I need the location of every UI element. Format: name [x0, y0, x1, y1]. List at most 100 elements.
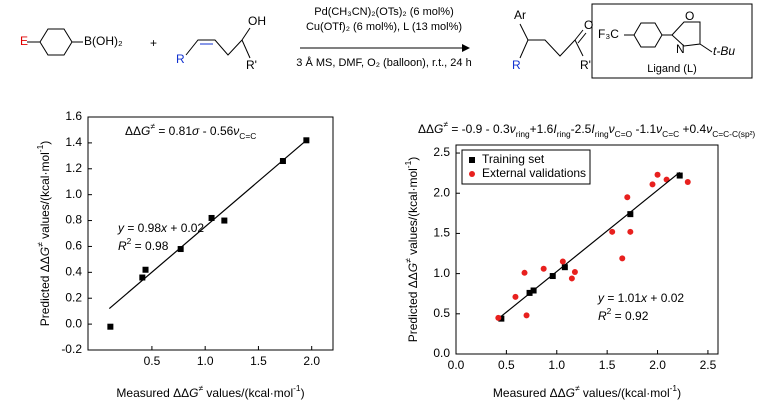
point — [221, 217, 228, 224]
point — [684, 178, 691, 185]
text-part: ≠ — [35, 242, 45, 247]
x-axis-label: Measured ΔΔG≠ values/(kcal·mol-1) — [116, 383, 304, 400]
tert-butyl: t-Bu — [713, 44, 735, 58]
annotation: y = 0.98x + 0.02 — [117, 221, 204, 235]
point — [549, 273, 556, 280]
legend-label: External validations — [482, 166, 586, 180]
y-tick-label: -0.2 — [61, 342, 82, 356]
annotation: y = 1.01x + 0.02 — [597, 291, 684, 305]
point — [619, 255, 626, 262]
text-part: Measured ΔΔ — [493, 386, 566, 400]
plot-frame — [87, 116, 334, 351]
y-tick-label: 0.8 — [65, 213, 82, 227]
chain — [519, 23, 529, 59]
point — [208, 214, 215, 221]
point — [627, 211, 634, 218]
nitrogen: N — [676, 42, 685, 56]
fit-line — [108, 139, 307, 310]
text-part: 2 — [127, 236, 132, 246]
substituent: E — [20, 34, 28, 48]
text-part: values/(kcal·mol — [580, 386, 670, 400]
point — [512, 293, 519, 300]
text-part: values/(kcal·mol — [38, 152, 52, 242]
plus: + — [150, 36, 157, 50]
text-part: ) — [38, 141, 52, 145]
text-part: ) — [301, 386, 305, 400]
text-part: = 0.81 — [155, 124, 192, 138]
point — [561, 264, 568, 271]
point — [498, 315, 505, 322]
x-tick-label: 1.5 — [250, 354, 267, 368]
y-tick-label: 0.0 — [65, 316, 82, 330]
text-part: ) — [677, 386, 681, 400]
point — [568, 275, 575, 282]
text-part: ΔΔ — [418, 122, 434, 136]
text-part: I — [591, 122, 595, 136]
point — [177, 246, 184, 253]
text-part: -2.5 — [571, 122, 592, 136]
text-part: = 0.98 — [124, 221, 161, 235]
text-part: = 0.98 — [131, 239, 168, 253]
text-part: ring — [516, 129, 530, 139]
text-part: G — [38, 247, 52, 256]
point — [139, 274, 146, 281]
oxazoline — [671, 21, 701, 47]
point — [142, 266, 149, 273]
group: B(OH)₂ — [84, 34, 123, 48]
annotation: R2 = 0.98 — [118, 236, 169, 253]
text-part: -1 — [35, 144, 45, 152]
legend-marker — [469, 157, 475, 163]
point — [523, 312, 530, 319]
x-tick-label: 2.0 — [303, 354, 320, 368]
y-tick-label: 1.0 — [433, 266, 450, 280]
x-tick-label: 2.5 — [700, 358, 717, 372]
point — [654, 171, 661, 178]
point — [649, 181, 656, 188]
point — [676, 172, 683, 179]
text-part: ring — [595, 129, 609, 139]
ligand-group: F₃C — [598, 27, 619, 41]
point — [624, 194, 631, 201]
reaction-scheme: E B(OH)₂ + R OH R' Pd(CH₃CN)₂(OTs)₂ (6 m… — [20, 3, 753, 79]
y-tick-label: 0.4 — [65, 265, 82, 279]
text-part: C=O — [615, 129, 633, 139]
oxygen: O — [685, 9, 694, 23]
text-part: -1 — [670, 383, 678, 393]
end-group: R' — [580, 58, 591, 72]
point — [609, 228, 616, 235]
bond — [241, 39, 251, 59]
text-part: G — [434, 122, 443, 136]
legend-frame — [461, 149, 591, 185]
substituent: R — [176, 52, 185, 66]
point — [107, 323, 114, 330]
y-tick-label: 1.0 — [65, 187, 82, 201]
text-part: Measured ΔΔ — [116, 386, 189, 400]
text-part: I — [553, 122, 557, 136]
y-tick-label: 2.5 — [433, 145, 450, 159]
text-part: C=C — [662, 129, 679, 139]
text-part: ν — [233, 124, 239, 138]
bond — [574, 29, 584, 41]
annotation: R2 = 0.92 — [598, 306, 649, 323]
text-part: R — [598, 309, 607, 323]
x-tick-label: 0.5 — [144, 354, 161, 368]
y-tick-label: 0.2 — [65, 290, 82, 304]
text-part: ν — [510, 122, 516, 136]
x-tick-label: 0.5 — [498, 358, 515, 372]
bond — [699, 43, 713, 53]
y-tick-label: 0.6 — [65, 239, 82, 253]
condition: Cu(OTf)₂ (6 mol%), L (13 mol%) — [306, 21, 462, 33]
oxygen: O — [584, 18, 593, 32]
arrow-head — [462, 44, 470, 52]
text-part: 2 — [607, 306, 612, 316]
end-group: R' — [246, 58, 257, 72]
ligand-box — [591, 3, 753, 79]
text-part: ≠ — [443, 119, 448, 129]
text-part: C=C — [239, 131, 256, 141]
bond — [574, 39, 584, 57]
text-part: + 0.02 — [647, 291, 684, 305]
text-part: ΔΔ — [125, 124, 141, 138]
annotation: ΔΔG≠ = 0.81σ - 0.56νC=C — [125, 121, 256, 141]
substituent: R — [512, 58, 521, 72]
text-part: = 0.92 — [611, 309, 648, 323]
